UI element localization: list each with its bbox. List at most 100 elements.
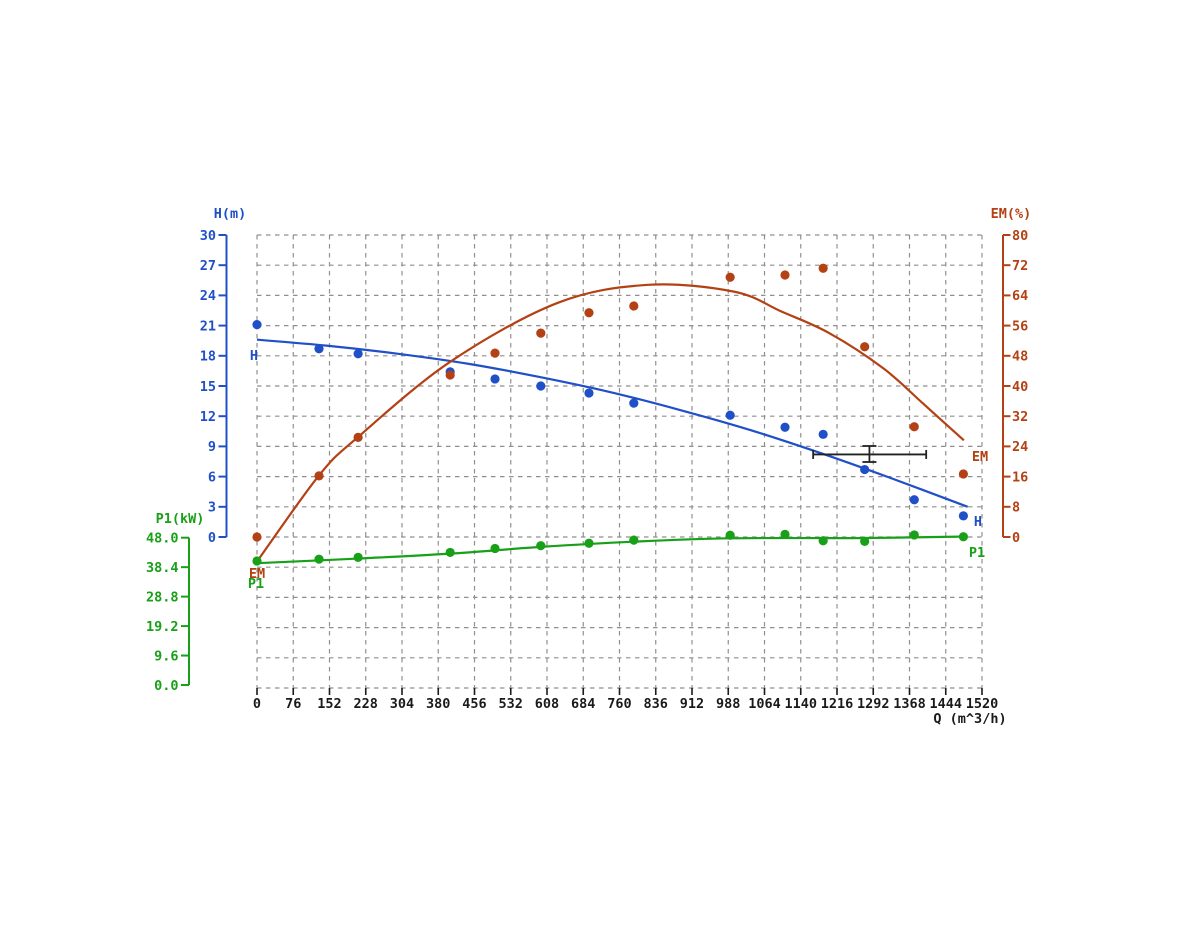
q-axis-tick-label: 1292 xyxy=(857,696,890,712)
q-axis-tick-label: 456 xyxy=(462,696,486,712)
em-data-point xyxy=(252,532,262,542)
q-axis-tick-label: 1444 xyxy=(929,696,962,712)
h-data-point xyxy=(536,381,546,391)
p1-axis-tick-label: 28.8 xyxy=(146,589,179,605)
em-axis-tick-label: 72 xyxy=(1012,258,1028,274)
p1-data-point xyxy=(860,536,870,546)
em-data-point xyxy=(958,469,968,479)
p1-axis-tick-label: 0.0 xyxy=(154,678,178,694)
p1-axis-tick-label: 9.6 xyxy=(154,648,178,664)
em-scatter-series xyxy=(252,263,968,542)
q-axis-tick-label: 1064 xyxy=(748,696,781,712)
em-axis-tick-label: 8 xyxy=(1012,500,1020,516)
q-axis-tick-label: 304 xyxy=(390,696,414,712)
h-axis-tick-label: 12 xyxy=(200,409,216,425)
q-axis-tick-label: 76 xyxy=(285,696,301,712)
q-axis-tick-label: 684 xyxy=(571,696,595,712)
h-data-point xyxy=(252,319,262,330)
em-axis-tick-label: 32 xyxy=(1012,409,1028,425)
em-data-point xyxy=(860,342,870,352)
h-data-point xyxy=(818,429,828,439)
q-axis-tick-label: 152 xyxy=(317,696,341,712)
q-axis-tick-label: 1368 xyxy=(893,696,926,712)
h-data-point xyxy=(780,422,790,432)
h-axis-tick-label: 6 xyxy=(208,469,216,485)
p1-data-point xyxy=(780,529,790,539)
p1-data-point xyxy=(490,543,500,554)
h-axis-tick-label: 24 xyxy=(200,288,216,304)
p1-data-point xyxy=(314,554,324,564)
h-curve xyxy=(256,338,969,508)
em-axis-tick-label: 64 xyxy=(1012,288,1028,304)
q-axis-title: Q (m^3/h) xyxy=(933,711,1007,727)
em-data-point xyxy=(780,270,790,280)
q-axis-tick-label: 1520 xyxy=(966,696,999,712)
q-axis-tick-label: 912 xyxy=(680,696,704,712)
h-data-point xyxy=(314,344,324,354)
em-data-point xyxy=(909,422,919,432)
p1-axis: 48.0 38.4 28.8 19.2 9.6 0.0 xyxy=(146,531,190,694)
p1-data-point xyxy=(909,530,919,540)
h-data-point xyxy=(490,374,500,384)
p1-curve-label-right: P1 xyxy=(968,545,986,561)
em-curve-label-right: EM xyxy=(971,449,989,465)
h-axis-tick-label: 18 xyxy=(200,349,216,365)
p1-axis-tick-label: 19.2 xyxy=(146,619,179,635)
em-data-point xyxy=(536,328,546,338)
p1-data-point xyxy=(252,556,262,566)
q-axis-tick-label: 0 xyxy=(253,696,261,712)
em-data-point xyxy=(445,370,455,380)
h-axis-tick-label: 0 xyxy=(208,530,216,546)
p1-data-point xyxy=(958,532,968,542)
p1-data-point xyxy=(584,538,594,548)
em-axis-tick-label: 80 xyxy=(1012,228,1028,244)
p1-data-point xyxy=(818,536,828,546)
q-axis-tick-label: 228 xyxy=(354,696,378,712)
p1-axis-tick-label: 48.0 xyxy=(146,531,179,547)
p1-axis-title: P1(kW) xyxy=(155,511,205,527)
h-axis-tick-label: 9 xyxy=(208,439,216,455)
q-axis: 0 76 152 228 304 380 456 532 608 684 760 836 912 988 1… xyxy=(253,688,998,712)
h-scatter-series xyxy=(252,319,968,521)
h-data-point xyxy=(725,410,735,420)
p1-scatter-series xyxy=(252,529,968,566)
h-data-point xyxy=(958,511,968,521)
q-axis-tick-label: 836 xyxy=(644,696,668,712)
p1-data-point xyxy=(629,535,639,545)
h-data-point xyxy=(860,464,870,475)
h-curve-label-left: H xyxy=(249,348,259,364)
h-data-point xyxy=(629,398,639,408)
p1-curve-label-origin: P1 xyxy=(247,576,265,592)
h-axis-tick-label: 21 xyxy=(200,318,216,334)
q-axis-tick-label: 1140 xyxy=(784,696,817,712)
em-axis-tick-label: 0 xyxy=(1012,530,1020,546)
h-curve-label-right: H xyxy=(973,514,983,530)
em-data-point xyxy=(818,263,828,273)
em-axis-tick-label: 40 xyxy=(1012,379,1028,395)
em-data-point xyxy=(314,471,324,481)
h-axis-tick-label: 30 xyxy=(200,228,216,244)
h-axis-title: H(m) xyxy=(213,206,247,222)
p1-data-point xyxy=(353,552,363,562)
h-axis-tick-label: 15 xyxy=(200,379,216,395)
em-axis-tick-label: 24 xyxy=(1012,439,1028,455)
h-axis-tick-label: 27 xyxy=(200,258,216,274)
em-data-point xyxy=(353,432,363,442)
p1-axis-tick-label: 38.4 xyxy=(146,560,179,576)
em-axis-tick-label: 16 xyxy=(1012,469,1028,485)
em-data-point xyxy=(725,272,735,282)
p1-data-point xyxy=(445,547,455,558)
p1-curve xyxy=(256,535,968,565)
em-data-point xyxy=(490,348,500,358)
em-data-point xyxy=(584,308,594,318)
em-axis-title: EM(%) xyxy=(990,206,1032,222)
h-axis-tick-label: 3 xyxy=(208,500,216,516)
duty-point-marker xyxy=(812,445,928,463)
q-axis-tick-label: 760 xyxy=(607,696,631,712)
q-axis-tick-label: 532 xyxy=(499,696,523,712)
grid xyxy=(256,234,983,689)
